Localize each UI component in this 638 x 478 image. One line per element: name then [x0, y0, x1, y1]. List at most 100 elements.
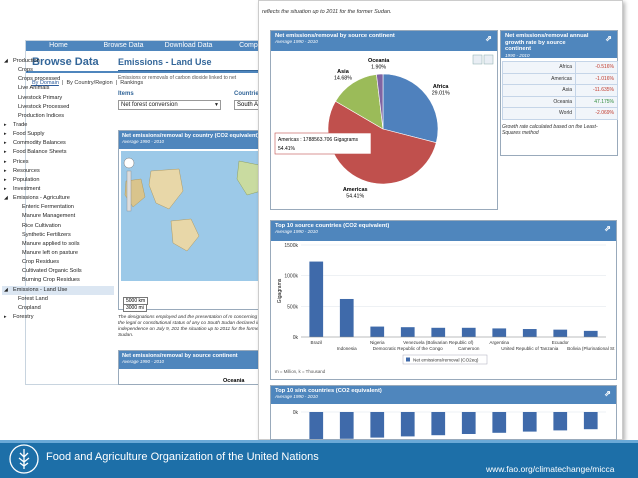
sink-bar[interactable]: [553, 412, 568, 431]
tree-item[interactable]: ▸ Investment: [2, 185, 114, 194]
nav-download-data[interactable]: Download Data: [164, 42, 213, 49]
export-icon[interactable]: ⇗: [485, 34, 492, 43]
collapsed-arrow-icon[interactable]: ▸: [4, 158, 7, 165]
expanded-arrow-icon[interactable]: ◢: [4, 286, 8, 293]
tree-item[interactable]: ◢ Emissions - Land Use: [2, 285, 114, 295]
tree-item[interactable]: Manure left on pasture: [2, 249, 114, 258]
tree-item[interactable]: Manure applied to soils: [2, 240, 114, 249]
collapsed-arrow-icon[interactable]: ▸: [4, 131, 7, 138]
pie-panel-title: Net emissions/removal by source continen…: [275, 33, 395, 39]
source-bar[interactable]: [553, 329, 568, 337]
tree-item-label: Crops processed: [18, 76, 61, 83]
collapsed-arrow-icon[interactable]: ▸: [4, 313, 7, 320]
tree-item[interactable]: Forest Land: [2, 295, 114, 304]
source-bar[interactable]: [583, 330, 598, 337]
sink-bar[interactable]: [370, 412, 385, 438]
world-map[interactable]: [121, 151, 262, 281]
tree-item[interactable]: Synthetic Fertilizers: [2, 231, 114, 240]
tree-item-label: Enteric Fermentation: [22, 204, 74, 211]
collapsed-arrow-icon[interactable]: ▸: [4, 121, 7, 128]
tree-item[interactable]: ◢ Production: [2, 57, 114, 66]
tree-item[interactable]: ▸ Food Supply: [2, 130, 114, 139]
map-zoom-slider[interactable]: [126, 170, 132, 212]
tree-item[interactable]: ▸ Trade: [2, 121, 114, 130]
sink-bar[interactable]: [400, 412, 415, 437]
sink-bar[interactable]: [339, 412, 354, 439]
pie-slice-africa[interactable]: [382, 73, 439, 144]
export-icon[interactable]: ⇗: [605, 34, 612, 43]
growth-rate-cell: -11.635%: [575, 84, 618, 97]
tree-item[interactable]: ◢ Emissions - Agriculture: [2, 194, 114, 203]
tree-item-label: Crops: [18, 67, 33, 74]
tree-item[interactable]: Livestock Processed: [2, 103, 114, 112]
nav-browse-data[interactable]: Browse Data: [103, 42, 144, 49]
collapsed-arrow-icon[interactable]: ▸: [4, 176, 7, 183]
download-icon[interactable]: [483, 54, 494, 65]
pie-slice-oceania[interactable]: [376, 73, 384, 130]
sink-bar[interactable]: [431, 412, 446, 436]
sink-bar[interactable]: [583, 412, 598, 430]
tooltip-value: Americas : 1788563.706 Gigagrams: [278, 137, 359, 143]
tree-item-label: Synthetic Fertilizers: [22, 231, 71, 238]
tree-item[interactable]: ▸ Population: [2, 176, 114, 185]
tree-item[interactable]: Rice Cultivation: [2, 222, 114, 231]
expanded-arrow-icon[interactable]: ◢: [4, 58, 8, 64]
items-select[interactable]: Net forest conversion ▼: [118, 100, 221, 110]
source-bar[interactable]: [431, 327, 446, 337]
tree-item-label: Food Supply: [13, 131, 45, 138]
collapsed-arrow-icon[interactable]: ▸: [4, 149, 7, 156]
source-bar[interactable]: [492, 328, 507, 337]
sink-bar[interactable]: [461, 412, 476, 434]
tree-item-label: Manure applied to soils: [22, 240, 80, 247]
source-bar[interactable]: [522, 329, 537, 337]
tree-item[interactable]: Cropland: [2, 304, 114, 313]
tree-item-label: Cultivated Organic Soils: [22, 268, 82, 275]
collapsed-arrow-icon[interactable]: ▸: [4, 140, 7, 147]
by-country-link[interactable]: By Country/Region: [66, 80, 113, 86]
source-bar[interactable]: [400, 327, 415, 337]
tree-item[interactable]: ▸ Commodity Balances: [2, 139, 114, 148]
source-bar[interactable]: [339, 298, 354, 337]
tree-item[interactable]: Crop Residues: [2, 258, 114, 267]
tree-item[interactable]: Live Animals: [2, 84, 114, 93]
tree-item[interactable]: Crops processed: [2, 75, 114, 84]
tree-item[interactable]: Manure Management: [2, 212, 114, 221]
rankings-link[interactable]: Rankings: [120, 80, 144, 86]
source-bar[interactable]: [309, 261, 324, 337]
tree-item[interactable]: ▸ Resources: [2, 167, 114, 176]
tree-item[interactable]: ▸ Prices: [2, 158, 114, 167]
source-bar[interactable]: [370, 326, 385, 337]
tree-item[interactable]: ▸ Food Balance Sheets: [2, 148, 114, 157]
sink-bar[interactable]: [522, 412, 537, 432]
pie-slice-americas[interactable]: [327, 100, 437, 185]
tree-item[interactable]: Burning Crop Residues: [2, 276, 114, 285]
nav-home[interactable]: Home: [49, 42, 68, 49]
title-divider: [26, 71, 284, 73]
tree-item[interactable]: Enteric Fermentation: [2, 203, 114, 212]
print-icon[interactable]: [472, 54, 483, 65]
tree-item[interactable]: Production Indices: [2, 112, 114, 121]
collapsed-arrow-icon[interactable]: ▸: [4, 167, 7, 174]
sink-bar[interactable]: [309, 412, 324, 440]
sink-bar[interactable]: [492, 412, 507, 433]
tree-item-label: Investment: [13, 185, 41, 192]
pie-slice-percent: 14.68%: [334, 75, 352, 81]
x-tick-label: Venezuela (Bolivarian Republic of): [403, 340, 474, 345]
nav-compare[interactable]: Compare: [239, 42, 268, 49]
export-icon[interactable]: ⇗: [604, 224, 611, 233]
pie-panel-header: Net emissions/removal by source continen…: [271, 31, 497, 51]
expanded-arrow-icon[interactable]: ◢: [4, 195, 8, 202]
tree-item[interactable]: ▸ Forestry: [2, 313, 114, 322]
by-domain-link[interactable]: By Domain: [32, 80, 59, 86]
continent-panel-lower-header: Net emissions/removal by source continen…: [119, 351, 262, 369]
collapsed-arrow-icon[interactable]: ▸: [4, 185, 7, 192]
x-tick-label: Cameroon: [458, 346, 480, 351]
tree-item[interactable]: Cultivated Organic Soils: [2, 267, 114, 276]
source-bar[interactable]: [461, 327, 476, 337]
pie-slice-asia[interactable]: [335, 74, 384, 130]
tree-item[interactable]: Crops: [2, 66, 114, 75]
tree-item[interactable]: Livestock Primary: [2, 94, 114, 103]
footer-url[interactable]: www.fao.org/climatechange/micca: [486, 464, 615, 474]
map-pan-control-icon[interactable]: [123, 157, 135, 169]
export-icon[interactable]: ⇗: [604, 389, 611, 398]
